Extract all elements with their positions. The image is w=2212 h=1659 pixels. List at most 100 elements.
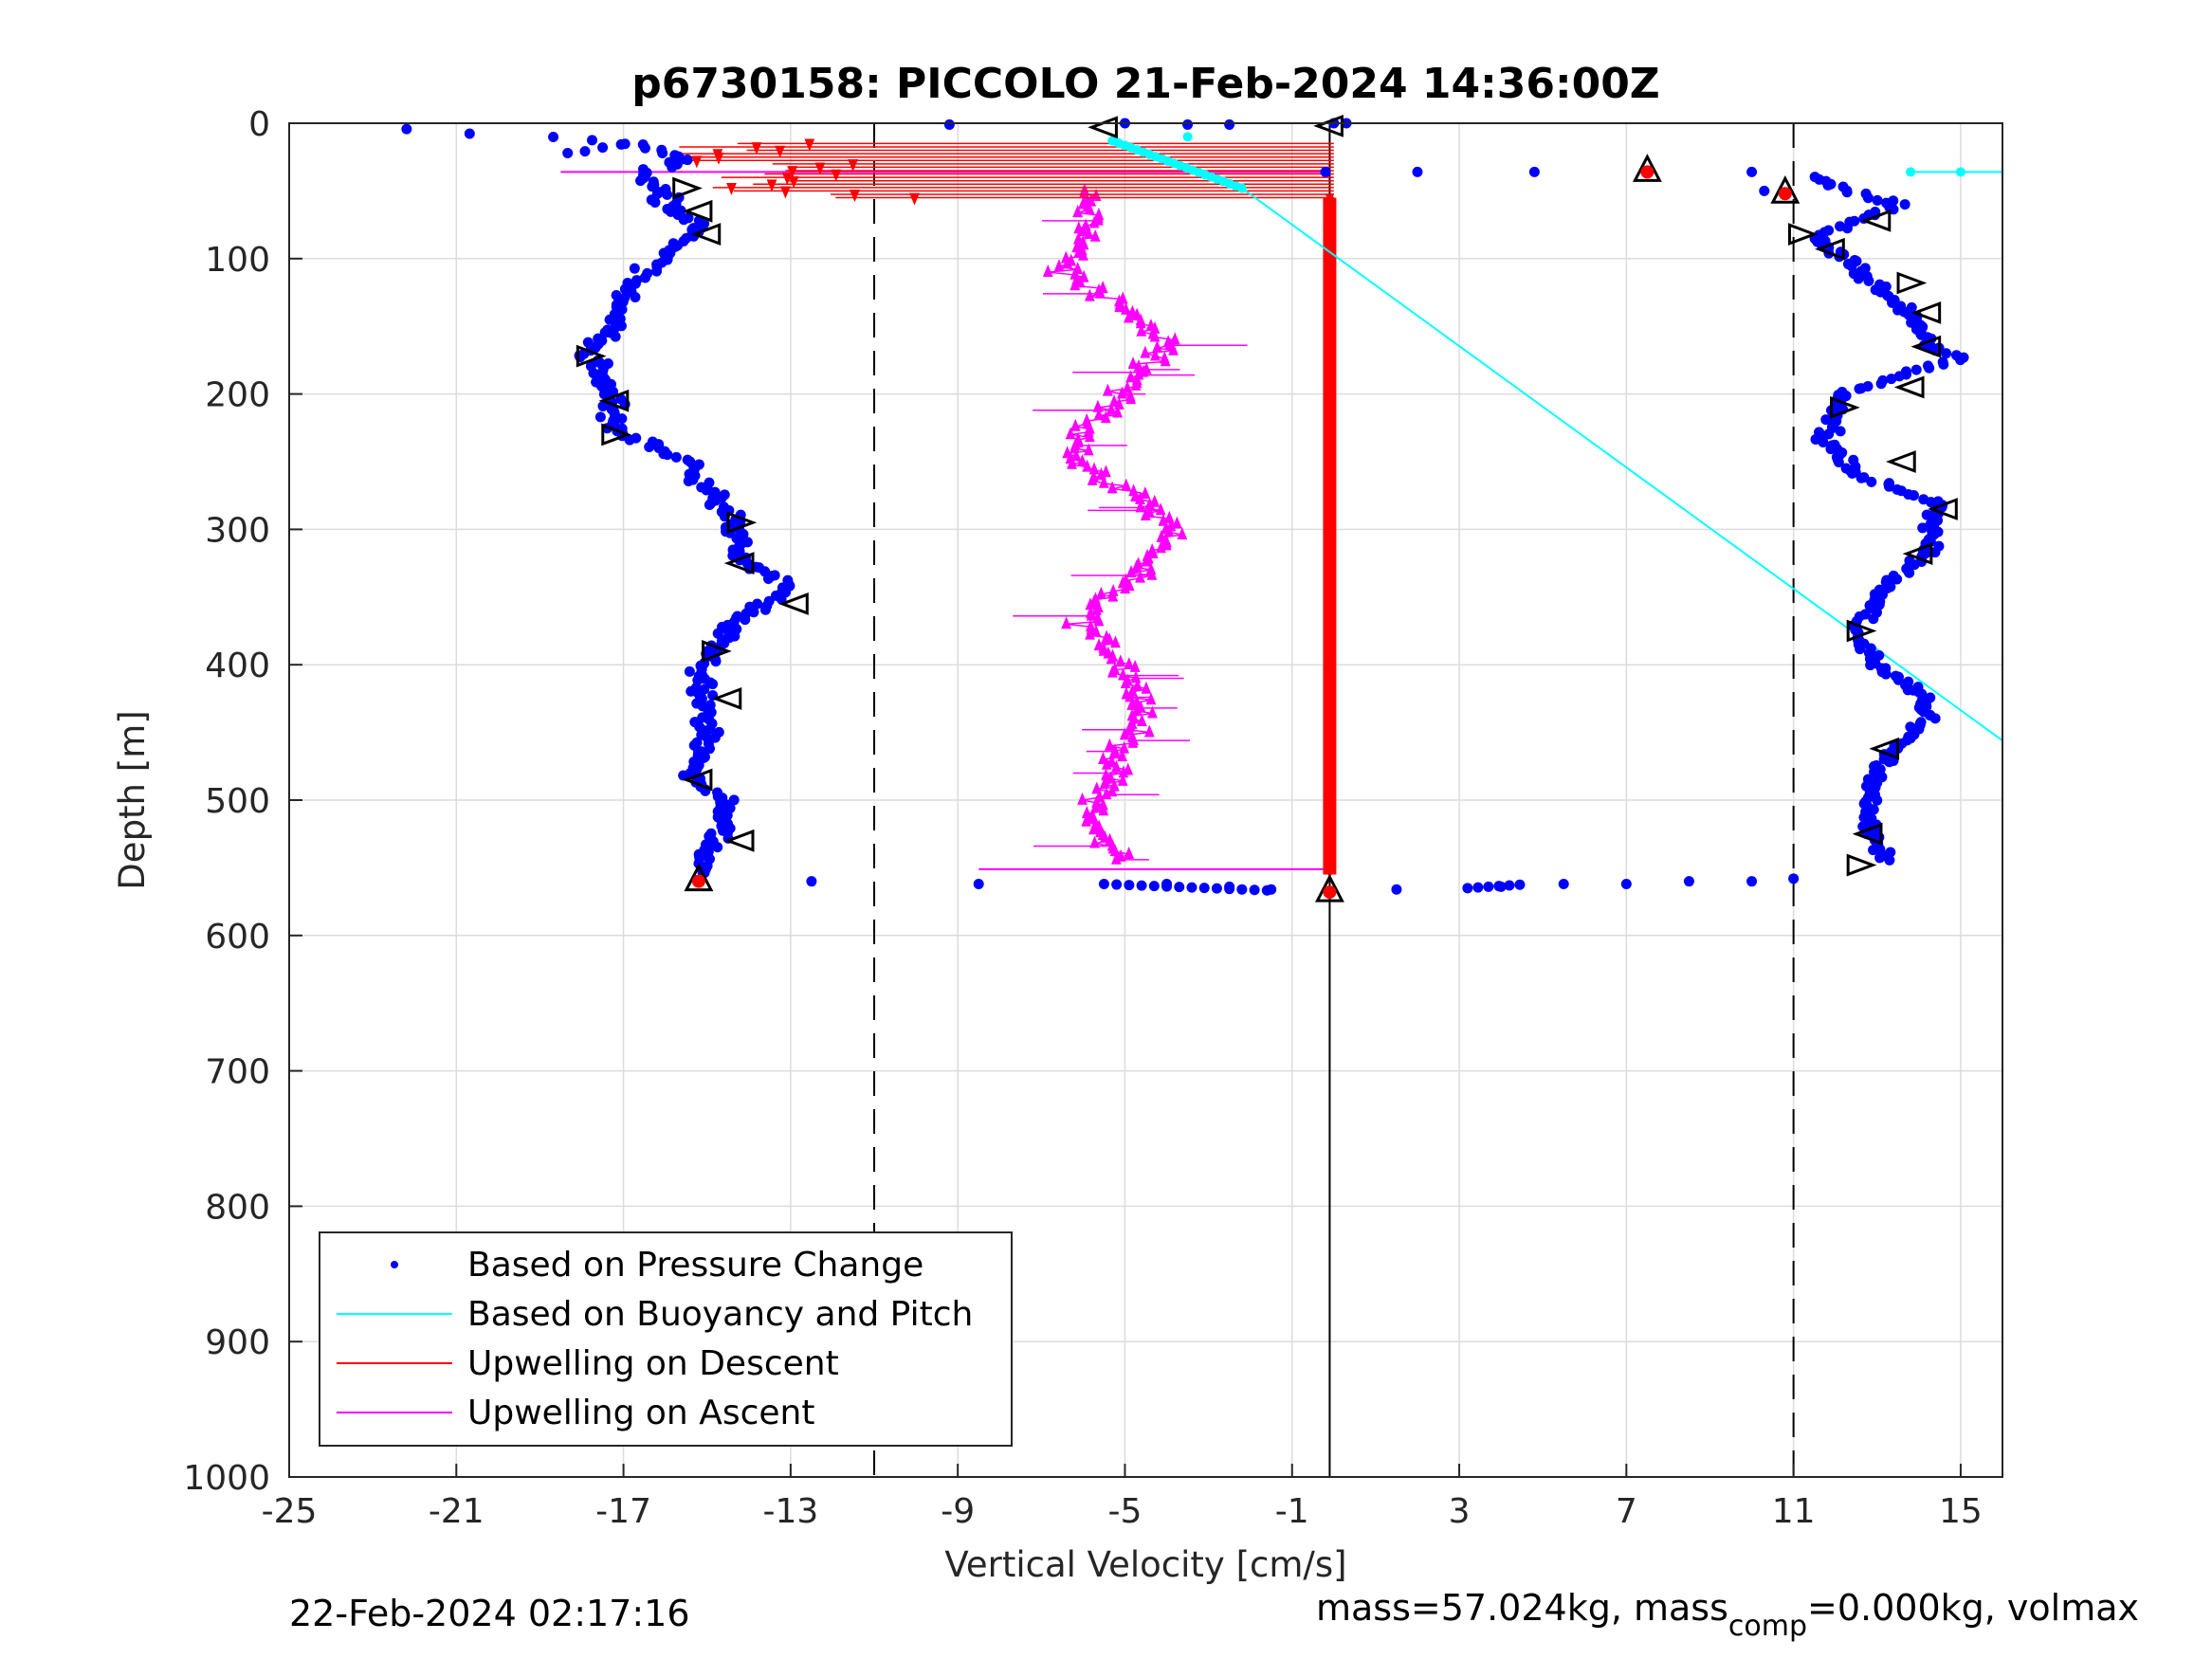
pressure-dot	[1788, 873, 1800, 884]
ascent-marker	[1149, 329, 1161, 342]
pressure-dot	[806, 876, 817, 887]
ascent-marker	[1130, 670, 1142, 684]
ascent-marker	[1089, 835, 1100, 848]
pressure-dot	[710, 656, 722, 667]
pressure-dot	[776, 593, 787, 605]
pressure-dot	[1825, 444, 1837, 455]
pressure-dot	[635, 175, 647, 187]
ascent-marker	[1135, 316, 1146, 329]
ascent-segment	[1109, 742, 1133, 747]
x-axis-label: Vertical Velocity [cm/s]	[944, 1544, 1346, 1585]
ascent-marker	[1120, 676, 1131, 689]
pressure-dot	[1835, 426, 1846, 437]
mass-prefix: mass=57.024kg, mass	[1316, 1587, 1728, 1629]
pressure-dot	[1236, 884, 1248, 895]
ascent-marker	[1120, 581, 1131, 594]
ascent-marker	[1140, 345, 1151, 358]
pressure-dot	[644, 441, 655, 452]
direction-marker	[682, 768, 713, 792]
pressure-dot	[1818, 436, 1829, 447]
pressure-dot	[1917, 522, 1929, 534]
pressure-dot	[1249, 884, 1260, 896]
pressure-dot	[1904, 567, 1915, 578]
pressure-dot	[657, 148, 668, 159]
pressure-dot	[604, 314, 615, 325]
pressure-dot	[1886, 374, 1897, 385]
ascent-segment	[1104, 483, 1126, 487]
ascent-marker	[1106, 651, 1117, 665]
y-axis-label: Depth [m]	[112, 710, 153, 889]
pressure-dot	[548, 131, 559, 142]
pressure-dot	[1868, 845, 1879, 856]
pressure-dot	[682, 155, 693, 166]
pressure-dot	[1892, 574, 1903, 585]
descent-marker	[751, 142, 762, 155]
pressure-dot	[1683, 876, 1694, 887]
ascent-marker	[1072, 205, 1084, 218]
ascent-marker	[1077, 792, 1088, 805]
ascent-segment	[1066, 623, 1091, 628]
ascent-marker	[1109, 844, 1121, 857]
descent-marker	[766, 179, 777, 192]
ascent-marker	[1110, 635, 1121, 648]
ascent-marker	[1141, 681, 1152, 694]
direction-marker	[1860, 209, 1892, 232]
ascent-segment	[1129, 696, 1152, 702]
direction-marker	[1902, 542, 1933, 566]
ascent-marker	[1077, 453, 1088, 466]
footer-mass-text: mass=57.024kg, masscomp=0.000kg, volmax	[1316, 1587, 2139, 1643]
pressure-dot	[1320, 166, 1331, 177]
pressure-dot	[597, 400, 609, 411]
pressure-dot	[704, 499, 715, 510]
ascent-marker	[1145, 692, 1157, 705]
pressure-dot	[678, 214, 689, 226]
pressure-dot	[1148, 881, 1160, 892]
pressure-dot	[1910, 364, 1922, 375]
pressure-dot	[639, 272, 650, 283]
pressure-dot	[611, 290, 622, 301]
ascent-marker	[1106, 665, 1118, 678]
legend-label: Based on Pressure Change	[467, 1246, 923, 1285]
ascent-segment	[1077, 211, 1099, 216]
ascent-segment	[1154, 336, 1176, 341]
pressure-dot	[1224, 884, 1235, 895]
pressure-dot	[1161, 881, 1173, 892]
pressure-dot	[1136, 880, 1147, 891]
pressure-dot	[1875, 378, 1887, 390]
pressure-dot	[1866, 476, 1877, 487]
y-tick-label: 700	[205, 1053, 270, 1092]
ascent-marker	[1099, 775, 1110, 789]
ascent-segment	[1130, 569, 1152, 574]
pressure-dot	[1174, 882, 1185, 893]
ascent-marker	[1084, 202, 1095, 215]
ascent-marker	[1150, 348, 1161, 361]
pressure-dot	[1483, 881, 1494, 892]
x-tick-label: 11	[1772, 1492, 1816, 1531]
ascent-marker	[1088, 462, 1100, 475]
ascent-marker	[1118, 765, 1129, 778]
legend: Based on Pressure Change Based on Buoyanc…	[319, 1231, 1013, 1447]
pressure-dot	[1929, 713, 1941, 724]
pressure-dot	[1841, 187, 1853, 198]
direction-marker	[1885, 450, 1916, 473]
ascent-marker	[1111, 759, 1122, 773]
pressure-dot	[1893, 371, 1905, 382]
direction-marker	[1852, 822, 1883, 846]
pressure-dot	[610, 331, 621, 342]
ascent-marker	[1102, 383, 1113, 396]
pressure-dot	[1186, 882, 1197, 893]
pressure-dot	[701, 484, 712, 496]
y-tick-label: 600	[205, 918, 270, 957]
ascent-marker	[1104, 738, 1115, 751]
pressure-dot	[973, 879, 984, 890]
buoyancy-point	[1182, 132, 1193, 142]
pressure-dot	[1854, 383, 1865, 394]
pressure-dot	[651, 265, 663, 277]
x-tick-label: -9	[941, 1492, 975, 1531]
pressure-dot	[740, 614, 751, 626]
pressure-dot	[1514, 879, 1526, 890]
ascent-marker	[1125, 564, 1137, 577]
pressure-dot	[1872, 794, 1883, 806]
x-tick-label: 15	[1939, 1492, 1983, 1531]
pressure-dot	[1872, 194, 1883, 206]
